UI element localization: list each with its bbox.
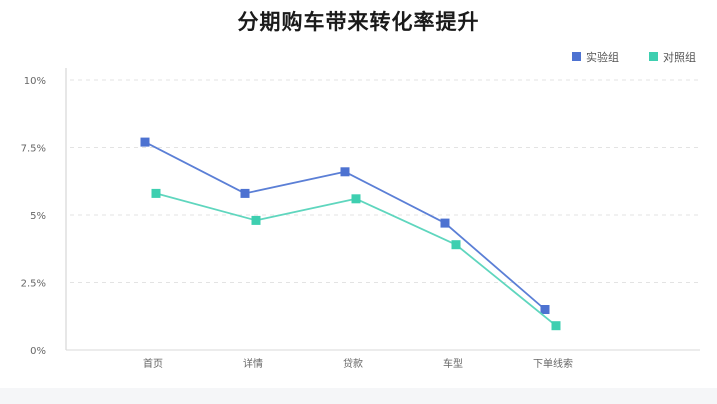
- data-point: [140, 137, 150, 147]
- chart-title: 分期购车带来转化率提升: [237, 10, 480, 34]
- data-point: [551, 321, 561, 331]
- line-chart: 0% 2.5% 5% 7.5% 10% 首页 详情 贷款 车型 下单线索 实验组 对照组: [21, 50, 700, 370]
- x-tick-label: 贷款: [343, 357, 363, 370]
- x-tick-label: 首页: [143, 357, 163, 370]
- legend-marker: [572, 52, 581, 61]
- y-tick-label: 2.5%: [21, 279, 46, 290]
- data-point: [340, 167, 350, 177]
- series-line: [144, 141, 546, 311]
- legend-label: 实验组: [586, 50, 619, 64]
- x-tick-label: 详情: [243, 357, 263, 370]
- x-tick-label: 下单线索: [533, 357, 573, 370]
- data-point: [440, 218, 450, 228]
- legend-label: 对照组: [663, 50, 696, 64]
- y-tick-label: 10%: [24, 76, 46, 87]
- data-point: [540, 305, 550, 314]
- x-tick-label: 车型: [443, 357, 463, 370]
- data-point: [451, 240, 461, 250]
- y-tick-label: 5%: [30, 211, 46, 222]
- legend-marker: [649, 52, 658, 61]
- bottom-strip: [0, 388, 717, 404]
- data-point: [151, 188, 161, 198]
- data-point: [251, 215, 261, 225]
- chart-panel: 分期购车带来转化率提升 0% 2.5% 5% 7.5% 10% 首页 详情 贷款 车型 下单线索 实…: [20, 10, 700, 370]
- data-point: [240, 188, 250, 198]
- y-tick-label: 7.5%: [21, 144, 46, 155]
- y-tick-label: 0%: [30, 346, 46, 357]
- data-point: [351, 194, 361, 204]
- series-line: [155, 192, 557, 327]
